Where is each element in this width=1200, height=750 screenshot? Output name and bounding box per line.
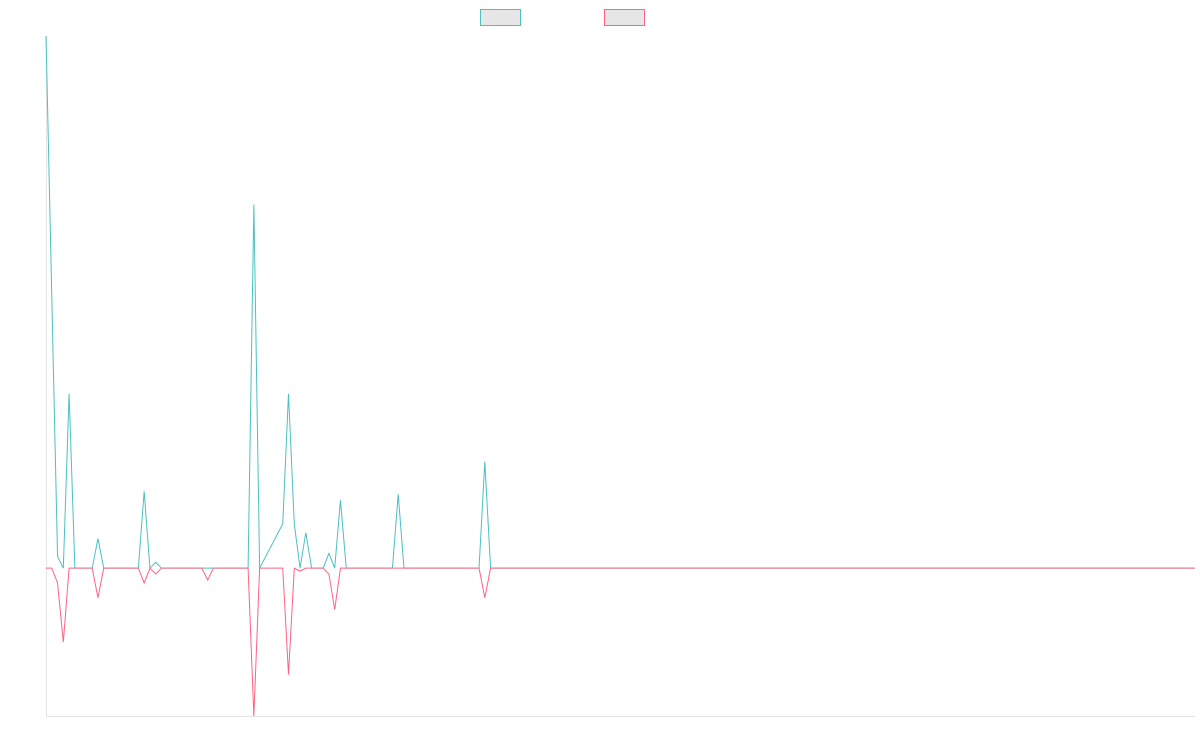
- legend: [480, 9, 645, 26]
- legend-swatch-1: [480, 9, 521, 26]
- axes: [46, 36, 1195, 717]
- legend-item-2[interactable]: [604, 9, 645, 26]
- series-line-2: [46, 567, 1195, 717]
- legend-swatch-2: [604, 9, 645, 26]
- series-layer: [45, 35, 1195, 717]
- series-line-1: [45, 35, 1195, 570]
- legend-item-1[interactable]: [480, 9, 521, 26]
